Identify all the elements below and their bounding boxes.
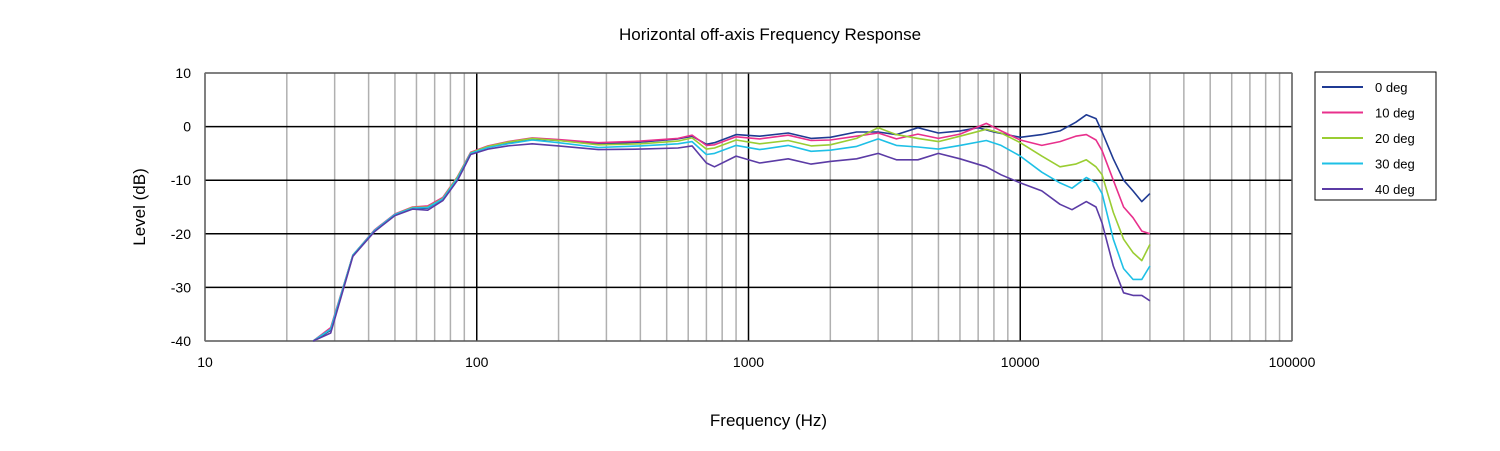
y-tick-labels: 10 0 -10 -20 -30 -40 [171, 65, 191, 349]
x-tick-label: 100000 [1269, 354, 1316, 370]
x-axis-label: Frequency (Hz) [710, 411, 827, 430]
y-axis-label: Level (dB) [130, 168, 149, 245]
series-line-30-deg [312, 138, 1151, 342]
x-tick-label: 100 [465, 354, 489, 370]
legend-label: 10 deg [1375, 106, 1415, 121]
x-tick-label: 10000 [1001, 354, 1040, 370]
x-tick-label: 10 [197, 354, 213, 370]
plot-frame [204, 72, 1293, 342]
y-tick-label: 0 [183, 119, 191, 135]
y-tick-label: -20 [171, 226, 191, 242]
series-line-40-deg [312, 143, 1151, 342]
series-line-10-deg [312, 122, 1151, 342]
legend: 0 deg 10 deg 20 deg 30 deg 40 deg [1314, 71, 1437, 201]
legend-label: 30 deg [1375, 157, 1415, 172]
legend-box [1314, 71, 1437, 201]
series-line-0-deg [312, 114, 1151, 342]
legend-label: 20 deg [1375, 131, 1415, 146]
grid-minor-lines [286, 73, 1281, 341]
y-tick-label: -40 [171, 333, 191, 349]
y-tick-label: 10 [175, 65, 191, 81]
x-tick-labels: 10 100 1000 10000 100000 [197, 354, 1315, 370]
chart-title: Horizontal off-axis Frequency Response [618, 25, 922, 44]
series-lines [312, 114, 1151, 342]
y-tick-label: -10 [171, 172, 191, 188]
y-tick-label: -30 [171, 279, 191, 295]
legend-label: 40 deg [1375, 182, 1415, 197]
x-tick-label: 1000 [733, 354, 764, 370]
legend-label: 0 deg [1375, 80, 1408, 95]
